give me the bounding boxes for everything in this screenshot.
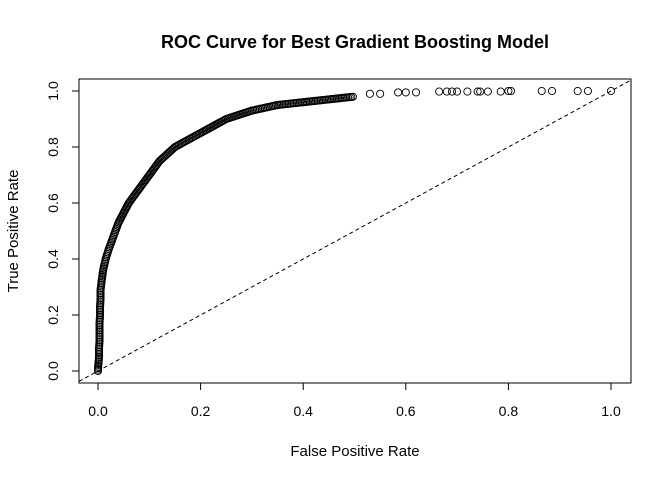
x-tick-label: 0.2	[191, 403, 211, 419]
roc-point	[547, 86, 557, 96]
roc-point	[376, 89, 385, 98]
roc-point	[506, 86, 516, 96]
roc-point	[583, 86, 592, 96]
roc-point	[348, 92, 357, 101]
y-tick-label: 0.8	[45, 137, 61, 157]
roc-point	[365, 89, 374, 98]
x-tick-label: 0.8	[499, 403, 519, 419]
x-tick-label: 0.0	[88, 403, 108, 419]
y-axis-label: True Positive Rate	[5, 170, 22, 293]
roc-point	[496, 87, 505, 96]
roc-point	[447, 87, 457, 96]
roc-point	[483, 87, 492, 96]
roc-point	[606, 86, 616, 96]
roc-point	[453, 87, 462, 96]
roc-point	[463, 87, 472, 96]
plot-box	[78, 78, 632, 384]
y-tick-label: 0.4	[45, 249, 61, 269]
x-axis-label: False Positive Rate	[290, 443, 419, 460]
roc-point	[412, 88, 421, 97]
y-tick-label: 0.2	[45, 305, 61, 325]
chart-title: ROC Curve for Best Gradient Boosting Mod…	[161, 32, 549, 52]
roc-point	[401, 88, 410, 97]
y-tick-label: 0.6	[45, 193, 61, 213]
roc-point	[504, 86, 513, 96]
roc-point	[473, 87, 482, 96]
reference-diagonal	[78, 79, 632, 382]
roc-point	[394, 88, 403, 97]
roc-point	[537, 86, 546, 96]
roc-point	[573, 86, 582, 96]
roc-point	[476, 87, 485, 96]
roc-point	[442, 87, 451, 96]
x-tick-label: 0.6	[396, 403, 416, 419]
y-tick-label: 1.0	[45, 81, 61, 101]
y-axis: 0.0 0.2 0.4 0.6 0.8 1.0	[45, 81, 80, 381]
roc-point	[435, 87, 444, 96]
x-axis: 0.0 0.2 0.4 0.6 0.8 1.0	[88, 382, 621, 419]
y-tick-label: 0.0	[45, 361, 61, 381]
x-tick-label: 0.4	[293, 403, 313, 419]
x-tick-label: 1.0	[601, 403, 621, 419]
roc-points	[93, 86, 616, 376]
